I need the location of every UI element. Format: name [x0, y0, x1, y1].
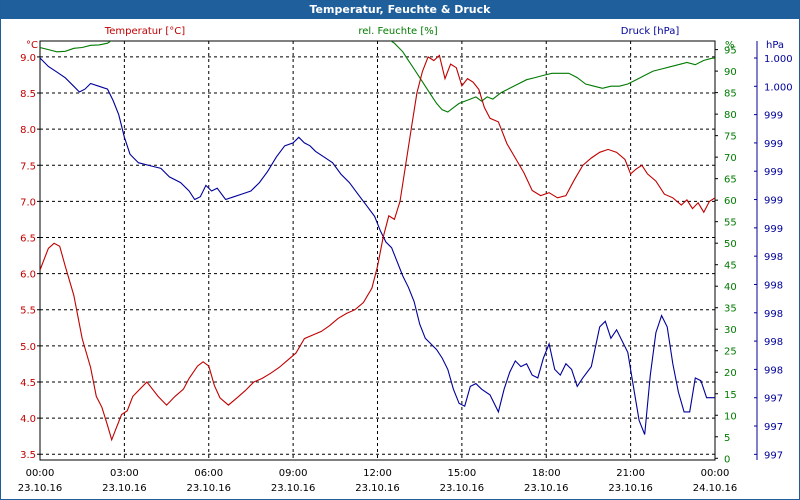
x-tick-date: 23.10.16 — [524, 483, 569, 494]
temperature-tick-label: 6.5 — [20, 233, 36, 244]
pressure-tick-label: 997 — [764, 422, 783, 433]
x-tick-date: 23.10.16 — [440, 483, 485, 494]
temperature-tick-label: 5.5 — [20, 306, 36, 317]
x-tick-date: 24.10.16 — [693, 483, 738, 494]
temperature-tick-label: 4.5 — [20, 378, 36, 389]
axes — [37, 40, 758, 461]
humidity-tick-label: 0 — [724, 454, 730, 465]
temperature-tick-label: 8.0 — [20, 125, 36, 136]
x-tick-time: 00:00 — [701, 468, 730, 479]
temperature-axis-title: Temperatur [°C] — [104, 26, 185, 37]
humidity-tick-label: 30 — [724, 325, 737, 336]
pressure-tick-label: 1.000 — [764, 82, 793, 93]
humidity-tick-label: 70 — [724, 153, 737, 164]
x-tick-date: 23.10.16 — [102, 483, 147, 494]
humidity-tick-label: 85 — [724, 89, 737, 100]
temperature-tick-label: 5.0 — [20, 342, 36, 353]
temperature-tick-label: 6.0 — [20, 270, 36, 281]
window-title: Temperatur, Feuchte & Druck — [1, 1, 799, 19]
temperature-tick-label: 8.5 — [20, 89, 36, 100]
humidity-tick-label: 40 — [724, 282, 737, 293]
humidity-tick-label: 95 — [724, 46, 737, 57]
humidity-tick-label: 90 — [724, 67, 737, 78]
temperature-tick-label: 3.5 — [20, 450, 36, 461]
temperature-tick-label: 4.0 — [20, 414, 36, 425]
humidity-axis-title: rel. Feuchte [%] — [358, 26, 437, 37]
humidity-tick-label: 45 — [724, 261, 737, 272]
humidity-tick-label: 55 — [724, 218, 737, 229]
pressure-tick-label: 997 — [764, 394, 783, 405]
x-tick-date: 23.10.16 — [271, 483, 316, 494]
temperature-tick-label: 7.0 — [20, 197, 36, 208]
pressure-tick-label: 998 — [764, 280, 783, 291]
plot-frame — [39, 40, 716, 461]
tick-labels: 00:00 23.10.16 03:00 23.10.16 06:00 23.10.16 0… — [18, 46, 793, 494]
humidity-tick-label: 10 — [724, 411, 737, 422]
humidity-tick-label: 20 — [724, 368, 737, 379]
humidity-tick-label: 5 — [724, 433, 730, 444]
grid — [40, 41, 715, 460]
pressure-tick-label: 999 — [764, 196, 783, 207]
x-tick-date: 23.10.16 — [355, 483, 400, 494]
x-tick-time: 00:00 — [26, 468, 55, 479]
x-tick-date: 23.10.16 — [186, 483, 231, 494]
pressure-tick-label: 999 — [764, 139, 783, 150]
humidity-tick-label: 50 — [724, 239, 737, 250]
humidity-tick-label: 65 — [724, 175, 737, 186]
pressure-tick-label: 998 — [764, 252, 783, 263]
humidity-tick-label: 75 — [724, 132, 737, 143]
pressure-tick-label: 998 — [764, 309, 783, 320]
x-tick-time: 03:00 — [110, 468, 139, 479]
pressure-tick-label: 998 — [764, 337, 783, 348]
x-tick-time: 15:00 — [447, 468, 476, 479]
x-tick-time: 21:00 — [616, 468, 645, 479]
pressure-tick-label: 997 — [764, 450, 783, 461]
pressure-tick-label: 999 — [764, 111, 783, 122]
x-tick-date: 23.10.16 — [18, 483, 63, 494]
pressure-tick-label: 998 — [764, 365, 783, 376]
x-tick-date: 23.10.16 — [608, 483, 653, 494]
temperature-line — [40, 54, 715, 442]
humidity-tick-label: 80 — [724, 110, 737, 121]
temperature-tick-label: 7.5 — [20, 161, 36, 172]
humidity-tick-label: 60 — [724, 196, 737, 207]
pressure-tick-label: 1.000 — [764, 54, 793, 65]
pressure-line — [40, 57, 715, 435]
pressure-unit-label: hPa — [766, 40, 784, 51]
pressure-tick-label: 999 — [764, 167, 783, 178]
x-tick-time: 18:00 — [532, 468, 561, 479]
series-lines — [40, 41, 715, 442]
x-tick-time: 06:00 — [194, 468, 223, 479]
x-tick-time: 09:00 — [279, 468, 308, 479]
temperature-unit-label: °C — [26, 40, 38, 51]
humidity-tick-label: 35 — [724, 304, 737, 315]
humidity-tick-label: 25 — [724, 347, 737, 358]
x-tick-time: 12:00 — [363, 468, 392, 479]
humidity-tick-label: 15 — [724, 390, 737, 401]
pressure-tick-label: 999 — [764, 224, 783, 235]
pressure-axis-title: Druck [hPa] — [621, 26, 680, 37]
humidity-line — [40, 41, 715, 113]
humidity-unit-label: % — [725, 40, 735, 51]
temperature-tick-label: 9.0 — [20, 53, 36, 64]
